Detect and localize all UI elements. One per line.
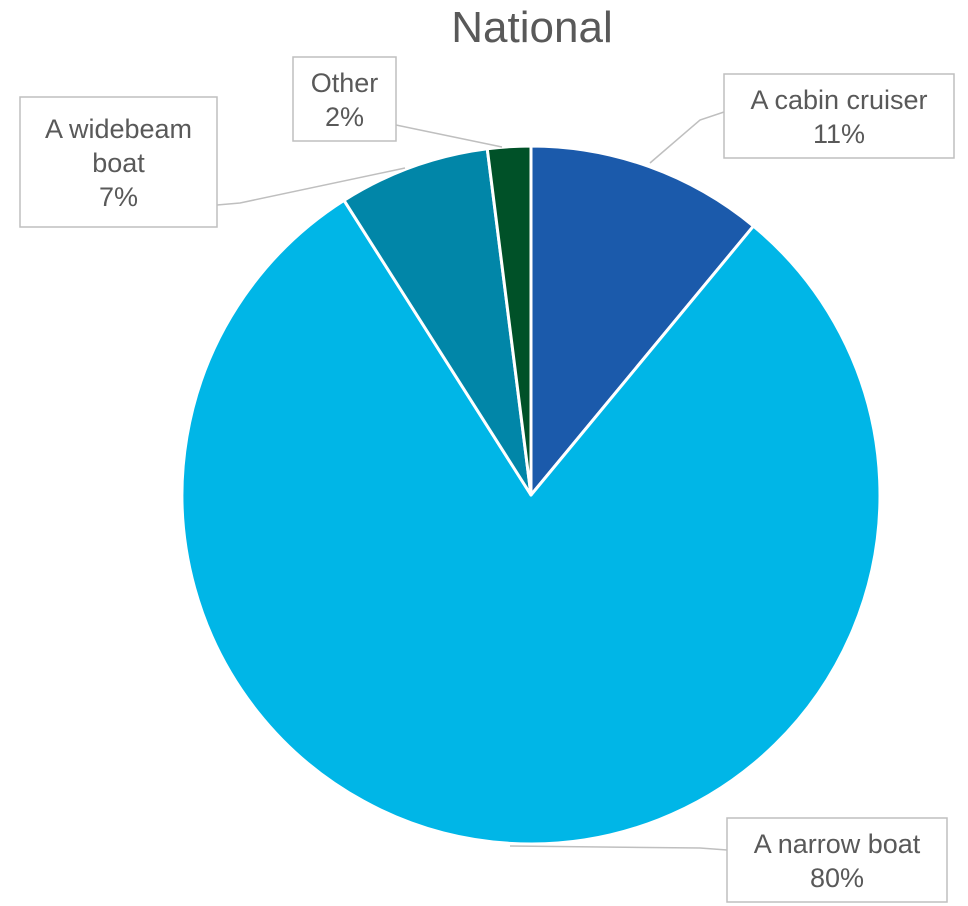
data-label-category: A narrow boat <box>754 829 921 859</box>
pie-slice-a-cabin-cruiser <box>529 144 755 497</box>
data-label-percent: 80% <box>810 863 864 893</box>
pie-slice-a-narrow-boat <box>180 198 882 846</box>
leader-line-a-widebeam-boat <box>216 167 406 206</box>
data-label-percent: 11% <box>813 119 865 149</box>
data-label-category: A widebeam <box>45 114 192 144</box>
data-label-percent: 7% <box>99 182 138 212</box>
pie-slice-a-widebeam-boat <box>342 147 533 497</box>
data-label-box <box>726 817 948 903</box>
data-label-box <box>292 56 397 142</box>
label-leader-lines <box>216 111 728 851</box>
data-label-category: boat <box>92 148 145 178</box>
data-labels: A cabin cruiser 11% A narrow boat 80% A wide… <box>19 56 955 903</box>
leader-line-other <box>395 124 503 148</box>
chart-title: National <box>451 3 612 52</box>
data-label-other: Other 2% <box>292 56 397 142</box>
leader-line-a-cabin-cruiser <box>649 111 725 164</box>
data-label-box <box>19 96 218 228</box>
data-label-a-widebeam-boat: A widebeam boat 7% <box>19 96 218 228</box>
data-label-a-narrow-boat: A narrow boat 80% <box>726 817 948 903</box>
pie-slices <box>180 144 882 846</box>
data-label-category: A cabin cruiser <box>750 85 927 115</box>
leader-line-a-narrow-boat <box>509 845 728 851</box>
data-label-box <box>723 73 955 159</box>
pie-slice-other <box>485 144 533 497</box>
data-label-category: Other <box>311 68 379 98</box>
data-label-a-cabin-cruiser: A cabin cruiser 11% <box>723 73 955 159</box>
data-label-percent: 2% <box>325 102 364 132</box>
